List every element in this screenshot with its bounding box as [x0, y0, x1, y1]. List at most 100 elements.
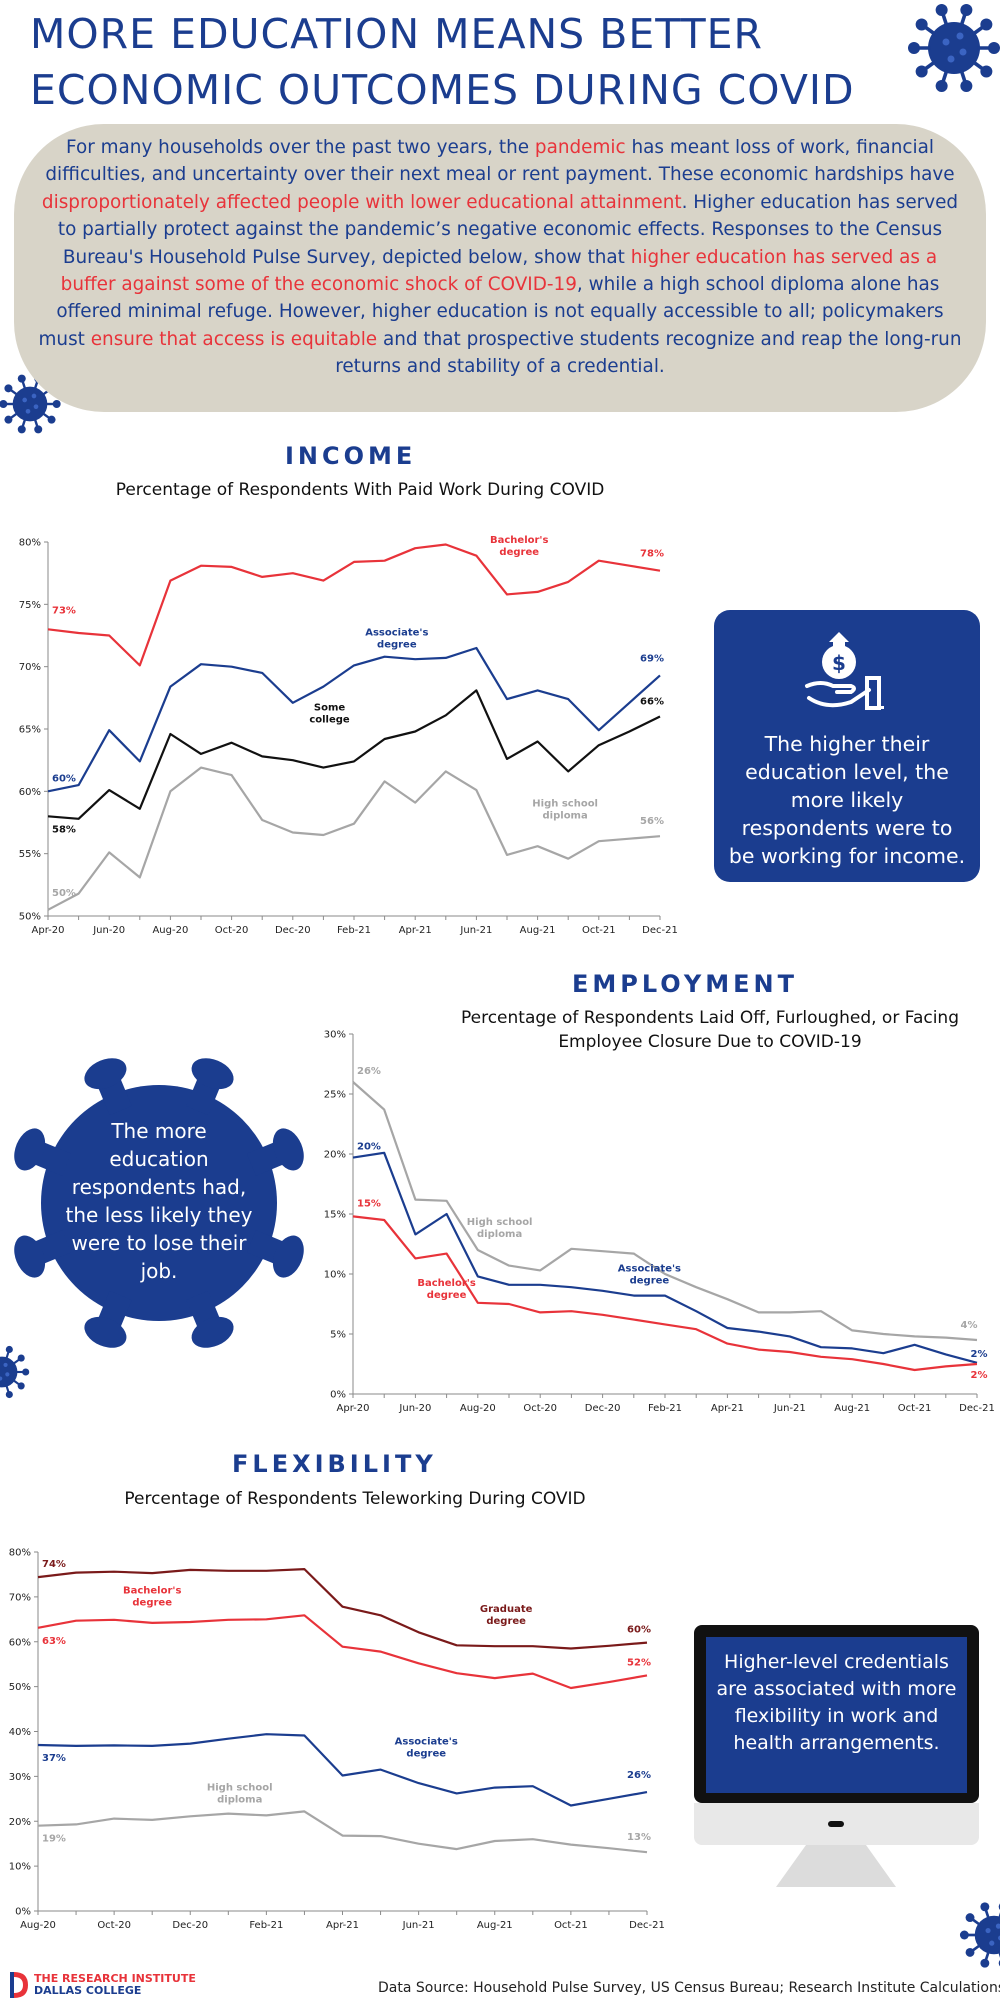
data-label: 50% [52, 888, 76, 899]
x-tick-label: Aug-20 [20, 1920, 56, 1931]
series-label: degree [132, 1598, 172, 1609]
data-label: 2% [971, 1370, 988, 1381]
x-tick-label: Aug-20 [460, 1403, 496, 1414]
x-tick-label: Feb-21 [337, 925, 371, 936]
series-line [352, 1215, 978, 1372]
series-label: Associate's [365, 628, 428, 639]
x-tick-label: Jun-21 [459, 925, 492, 936]
income-chart: 50% 55% 60% 65% 70% 75% 80% Apr-20 Jun-20 Aug-20 O… [19, 535, 678, 936]
employment-callout-text: The more education respondents had, the … [65, 1119, 253, 1283]
data-label: 60% [52, 773, 76, 784]
virus-icon [959, 1902, 1000, 1968]
x-tick-label: Dec-20 [585, 1403, 621, 1414]
y-tick-label: 55% [19, 849, 41, 860]
section-title-flexibility: FLEXIBILITY [232, 1450, 437, 1478]
x-tick-label: Apr-20 [32, 925, 65, 936]
y-tick-label: 80% [19, 538, 41, 549]
intro-text: For many households over the past two ye… [66, 137, 535, 158]
monitor-stand [776, 1845, 896, 1887]
virus-icon [908, 3, 1000, 93]
data-label: 37% [42, 1753, 66, 1764]
data-label: 74% [42, 1559, 66, 1570]
virus-icon [14, 1058, 304, 1348]
x-tick-label: Oct-21 [898, 1403, 932, 1414]
logo-line2: DALLAS COLLEGE [34, 1984, 142, 1997]
chart-title-flexibility: Percentage of Respondents Teleworking Du… [124, 1489, 586, 1509]
y-tick-label: 10% [9, 1862, 31, 1873]
series-label: diploma [477, 1229, 522, 1240]
virus-icon [0, 1345, 30, 1399]
y-tick-label: 15% [324, 1210, 346, 1221]
y-tick-label: 40% [9, 1727, 31, 1738]
x-tick-label: Dec-20 [275, 925, 311, 936]
chart-title-income: Percentage of Respondents With Paid Work… [115, 480, 605, 500]
series-line [47, 646, 661, 793]
series-label: Some [314, 702, 345, 713]
flexibility-chart: 0% 10% 20% 30% 40% 50% 60% 70% 80% Aug-20 Oct-20 De… [9, 1548, 665, 1932]
x-tick-label: Oct-20 [523, 1403, 557, 1414]
employment-chart: 0% 5% 10% 15% 20% 25% 30% Apr-20 Jun-20 Aug-20 Oct… [324, 1030, 995, 1414]
money-bag-hand-icon: $ [805, 632, 884, 710]
series-label: degree [499, 547, 539, 558]
monitor-button [828, 1821, 844, 1827]
series-line [37, 1567, 648, 1650]
data-label: 56% [640, 816, 664, 827]
y-tick-label: 50% [19, 912, 41, 923]
series-label: Associate's [395, 1737, 458, 1748]
x-tick-label: Aug-21 [477, 1920, 513, 1931]
series-line [47, 766, 661, 911]
y-tick-label: 60% [9, 1637, 31, 1648]
data-label: 19% [42, 1834, 66, 1845]
x-tick-label: Aug-21 [520, 925, 556, 936]
data-label: 15% [357, 1198, 381, 1209]
flexibility-callout-text: Higher-level credentials are associated … [716, 1651, 957, 1754]
data-label: 58% [52, 824, 76, 835]
data-label: 73% [52, 605, 76, 616]
series-line [47, 689, 661, 820]
y-tick-label: 20% [324, 1150, 346, 1161]
series-label: Bachelor's [123, 1586, 181, 1597]
data-label: 26% [627, 1770, 651, 1781]
y-tick-label: 30% [324, 1030, 346, 1041]
dallas-college-logo-icon [10, 1972, 28, 1998]
series-label: Associate's [618, 1264, 681, 1275]
x-tick-label: Apr-21 [399, 925, 432, 936]
series-line [47, 543, 661, 667]
x-tick-label: Apr-21 [711, 1403, 744, 1414]
y-tick-label: 75% [19, 600, 41, 611]
x-tick-label: Oct-21 [582, 925, 616, 936]
x-tick-label: Dec-21 [629, 1920, 665, 1931]
section-title-employment: EMPLOYMENT [572, 970, 798, 998]
y-tick-label: 0% [330, 1390, 346, 1401]
y-tick-label: 10% [324, 1270, 346, 1281]
y-tick-label: 60% [19, 787, 41, 798]
intro-highlight: disproportionately affected people with … [41, 191, 682, 213]
x-tick-label: Aug-20 [152, 925, 188, 936]
series-label: High school [532, 798, 598, 809]
x-tick-label: Aug-21 [834, 1403, 870, 1414]
data-label: 60% [627, 1625, 651, 1636]
y-tick-label: 25% [324, 1090, 346, 1101]
series-label: Graduate [480, 1604, 533, 1615]
income-callout-text: The higher their education level, the mo… [728, 732, 966, 868]
y-tick-label: 70% [9, 1592, 31, 1603]
intro-text: , while a high school diploma alone has … [38, 274, 944, 350]
series-label: diploma [217, 1794, 262, 1805]
x-tick-label: Apr-21 [326, 1920, 359, 1931]
y-tick-label: 50% [9, 1682, 31, 1693]
y-tick-label: 70% [19, 662, 41, 673]
series-label: college [309, 714, 350, 725]
series-label: High school [207, 1782, 273, 1793]
x-tick-label: Oct-20 [215, 925, 249, 936]
x-tick-label: Jun-20 [398, 1403, 431, 1414]
intro-highlight: ensure that access is equitable [90, 328, 378, 350]
data-label: 63% [42, 1636, 66, 1647]
intro-text: and that prospective students recognize … [335, 328, 962, 378]
x-tick-label: Jun-21 [773, 1403, 806, 1414]
series-line [37, 1810, 648, 1854]
x-tick-label: Oct-21 [554, 1920, 588, 1931]
y-tick-label: 30% [9, 1772, 31, 1783]
data-label: 52% [627, 1657, 651, 1668]
data-label: 2% [971, 1349, 988, 1360]
y-tick-label: 80% [9, 1548, 31, 1559]
